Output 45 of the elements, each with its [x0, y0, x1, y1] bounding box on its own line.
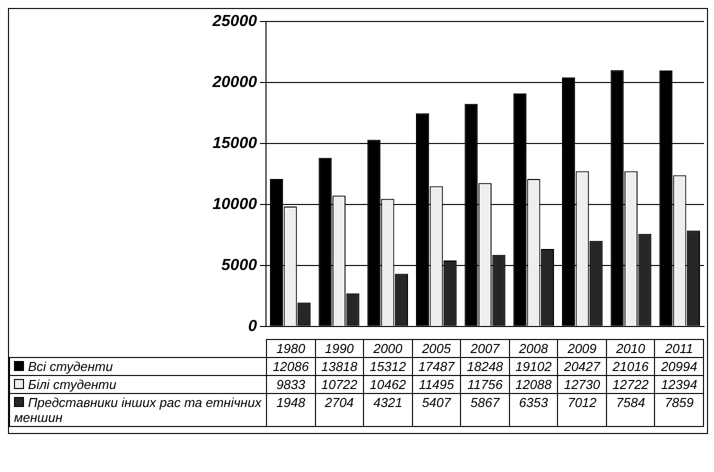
data-label: 10722 [315, 376, 364, 394]
data-label: 12730 [558, 376, 606, 394]
data-label: 12394 [654, 376, 704, 394]
data-label: 12086 [266, 358, 316, 376]
x-tick-label: 2010 [606, 340, 655, 358]
data-label: 12088 [509, 376, 558, 394]
data-label: 13818 [315, 358, 364, 376]
legend-label: Всі студенти [28, 359, 113, 374]
legend-label: Білі студенти [28, 377, 116, 392]
y-tick-label: 25000 [212, 13, 258, 30]
data-label: 5867 [460, 394, 510, 426]
data-label: 9833 [266, 376, 316, 394]
x-tick-label: 2000 [364, 340, 412, 358]
x-tick-label: 1990 [315, 340, 364, 358]
data-label: 20994 [654, 358, 704, 376]
x-tick-label: 2007 [460, 340, 510, 358]
data-label: 2704 [315, 394, 364, 426]
y-tick-label: 10000 [212, 196, 258, 213]
data-label: 4321 [364, 394, 412, 426]
data-label: 11756 [460, 376, 510, 394]
x-tick-label: 1980 [266, 340, 316, 358]
data-label: 5407 [412, 394, 461, 426]
x-tick-label: 2005 [412, 340, 461, 358]
data-label: 20427 [558, 358, 606, 376]
y-tick-label: 0 [248, 318, 258, 335]
data-label: 21016 [606, 358, 655, 376]
data-label: 7859 [654, 394, 704, 426]
y-tick-label: 5000 [221, 256, 258, 274]
y-tick-label: 15000 [212, 134, 258, 152]
data-label: 18248 [460, 358, 510, 376]
data-label: 17487 [412, 358, 461, 376]
x-tick-label: 2009 [558, 340, 606, 358]
legend-label: Представники інших рас та етнічних меншин [14, 395, 262, 425]
data-label: 19102 [509, 358, 558, 376]
x-tick-label: 2008 [509, 340, 558, 358]
data-label: 15312 [364, 358, 412, 376]
data-label: 7012 [558, 394, 606, 426]
data-label: 7584 [606, 394, 655, 426]
data-label: 12722 [606, 376, 655, 394]
y-tick-label: 20000 [212, 74, 258, 91]
data-label: 11495 [412, 376, 461, 394]
x-tick-label: 2011 [654, 340, 704, 358]
data-label: 6353 [509, 394, 558, 426]
data-label: 1948 [266, 394, 316, 426]
data-label: 10462 [364, 376, 412, 394]
